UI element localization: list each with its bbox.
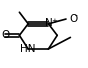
Text: N: N <box>45 18 53 28</box>
Text: O: O <box>1 30 9 40</box>
Text: HN: HN <box>20 44 35 54</box>
Text: -: - <box>74 11 77 20</box>
Text: +: + <box>52 18 58 24</box>
Text: O: O <box>70 14 78 24</box>
